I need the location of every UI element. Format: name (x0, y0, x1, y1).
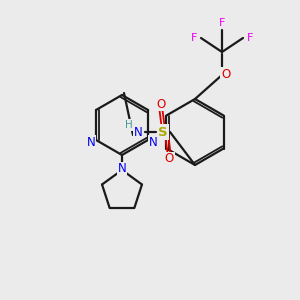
Text: O: O (221, 68, 231, 80)
Text: N: N (118, 163, 126, 176)
Text: O: O (156, 98, 166, 110)
Text: F: F (191, 33, 197, 43)
Text: N: N (87, 136, 95, 148)
Text: H: H (125, 120, 133, 130)
Text: O: O (164, 152, 174, 166)
Text: F: F (219, 18, 225, 28)
Text: F: F (247, 33, 253, 43)
Text: N: N (148, 136, 158, 148)
Text: N: N (134, 125, 142, 139)
Text: S: S (158, 125, 168, 139)
